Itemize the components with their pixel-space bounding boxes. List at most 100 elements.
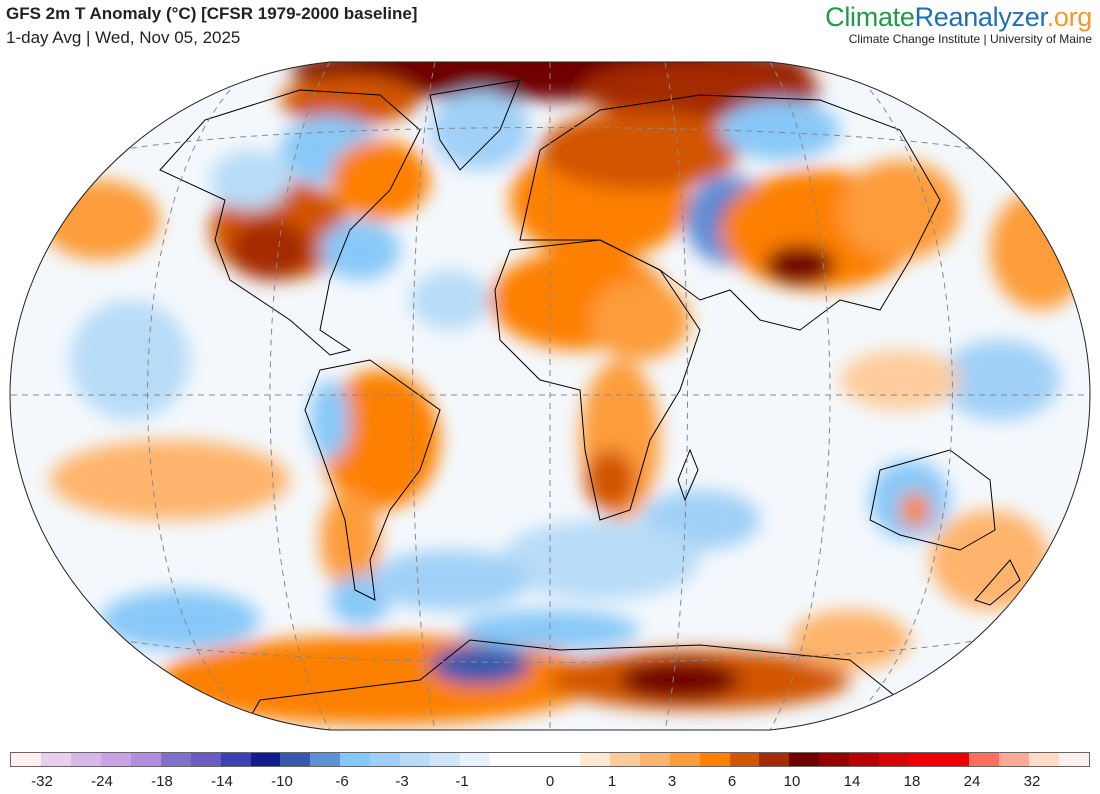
- color-swatch: [400, 753, 431, 766]
- color-scale-label: 14: [843, 773, 861, 790]
- color-scale-label: 0: [545, 773, 555, 790]
- color-swatch: [609, 753, 640, 766]
- anomaly-region: [320, 490, 380, 590]
- coastline-greenland: [429, 79, 521, 171]
- color-scale-label: 32: [1023, 773, 1041, 790]
- coastline-new-zealand: [974, 559, 1021, 606]
- anomaly-region: [585, 450, 635, 510]
- color-swatch: [1058, 753, 1089, 766]
- anomaly-region: [40, 180, 160, 260]
- color-scale-label: -10: [271, 773, 293, 790]
- color-swatch: [669, 753, 700, 766]
- anomaly-region: [720, 100, 840, 160]
- meridian: [412, 62, 436, 730]
- anomaly-region: [280, 75, 420, 125]
- color-scale-label: -6: [335, 773, 349, 790]
- anomaly-region: [430, 90, 530, 170]
- parallel: [119, 127, 981, 151]
- anomaly-region: [990, 190, 1090, 310]
- color-swatch: [519, 753, 550, 766]
- coastline-north-america: [159, 89, 421, 356]
- color-swatch: [160, 753, 191, 766]
- color-swatch: [40, 753, 71, 766]
- color-swatch: [729, 753, 760, 766]
- anomaly-region: [765, 245, 835, 285]
- climate-reanalyzer-logo[interactable]: ClimateReanalyzer.org: [825, 2, 1092, 33]
- graticule: [10, 62, 1090, 730]
- anomaly-region: [210, 150, 290, 210]
- color-swatch: [879, 753, 910, 766]
- color-swatch: [310, 753, 341, 766]
- anomaly-region: [310, 380, 350, 460]
- color-swatch: [699, 753, 730, 766]
- anomaly-region: [320, 370, 440, 510]
- color-swatch: [11, 753, 41, 766]
- meridian: [769, 62, 831, 730]
- anomaly-region: [790, 610, 910, 670]
- color-scale-label: -24: [91, 773, 113, 790]
- color-swatch: [1028, 753, 1059, 766]
- coastline-antarctica: [239, 639, 901, 730]
- coastline-eurasia: [519, 94, 941, 331]
- map-subtitle: 1-day Avg | Wed, Nov 05, 2025: [6, 28, 241, 47]
- color-scale-label: -1: [455, 773, 469, 790]
- color-swatch: [759, 753, 790, 766]
- map-title: GFS 2m T Anomaly (°C) [CFSR 1979-2000 ba…: [6, 4, 418, 23]
- color-scale-label: -32: [31, 773, 53, 790]
- meridian: [664, 62, 688, 730]
- color-scale-label: 24: [963, 773, 981, 790]
- color-swatch: [579, 753, 610, 766]
- coastline-madagascar: [677, 448, 699, 502]
- anomaly-map: [9, 61, 1091, 731]
- color-swatch: [549, 753, 580, 766]
- anomaly-field: [40, 62, 1090, 725]
- color-swatch: [789, 753, 820, 766]
- color-swatch: [250, 753, 281, 766]
- color-scale-label: 6: [727, 773, 737, 790]
- color-swatch: [969, 753, 999, 766]
- color-swatch: [100, 753, 131, 766]
- color-swatch: [130, 753, 161, 766]
- coastline-africa: [494, 239, 701, 521]
- color-scale-bar: [10, 752, 1090, 767]
- color-swatch: [70, 753, 101, 766]
- anomaly-region: [840, 350, 960, 410]
- anomaly-region: [70, 300, 190, 420]
- anomaly-region: [940, 340, 1060, 420]
- color-scale-label: -14: [211, 773, 233, 790]
- anomaly-region: [370, 550, 530, 610]
- logo-tagline: Climate Change Institute | University of…: [848, 32, 1092, 46]
- coastlines: [159, 79, 1021, 730]
- anomaly-region: [900, 492, 930, 528]
- color-swatch: [998, 753, 1029, 766]
- color-scale-label: 3: [667, 773, 677, 790]
- anomaly-region: [100, 590, 260, 650]
- color-scale-label: 10: [783, 773, 801, 790]
- coastline-south-america: [304, 359, 441, 601]
- color-swatch: [190, 753, 221, 766]
- color-scale-label: -18: [151, 773, 173, 790]
- parallel: [119, 639, 981, 663]
- logo-text-climate: Climate: [825, 2, 915, 32]
- meridian: [869, 89, 953, 701]
- color-scale-label: -3: [395, 773, 409, 790]
- color-scale-label: 1: [607, 773, 617, 790]
- color-swatch: [909, 753, 940, 766]
- meridian: [147, 89, 231, 701]
- color-swatch: [220, 753, 251, 766]
- logo-text-reanalyzer: Reanalyzer: [914, 2, 1047, 32]
- color-swatch: [340, 753, 371, 766]
- anomaly-region: [620, 660, 740, 700]
- color-swatch: [490, 753, 520, 766]
- color-swatch: [370, 753, 401, 766]
- anomaly-region: [410, 270, 490, 330]
- anomaly-region: [840, 160, 960, 260]
- anomaly-region: [430, 645, 530, 685]
- anomaly-region: [330, 140, 430, 220]
- color-swatch: [460, 753, 490, 766]
- anomaly-region: [230, 220, 310, 280]
- color-swatch: [819, 753, 850, 766]
- color-swatch: [849, 753, 880, 766]
- color-swatch: [639, 753, 670, 766]
- color-swatch: [430, 753, 461, 766]
